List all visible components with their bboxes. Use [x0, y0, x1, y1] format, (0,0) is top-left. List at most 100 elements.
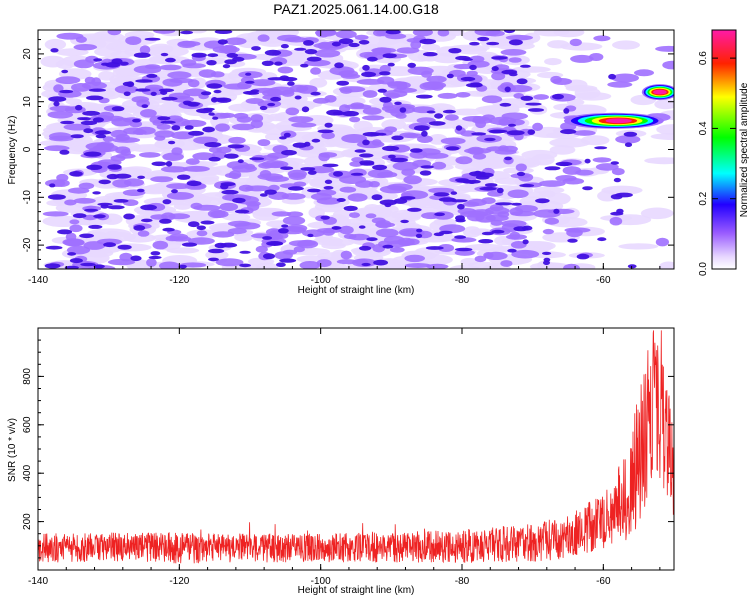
contour-blob: [419, 38, 437, 45]
contour-blob: [490, 219, 503, 226]
contour-blob: [367, 56, 378, 62]
contour-blob: [140, 109, 157, 118]
contour-blob: [457, 203, 465, 210]
contour-blob: [123, 213, 135, 220]
contour-blob: [395, 113, 407, 119]
contour-blob: [299, 261, 321, 269]
contour-blob: [531, 153, 555, 166]
contour-blob: [75, 36, 87, 43]
contour-blob: [483, 252, 494, 259]
contour-blob: [375, 228, 399, 238]
contour-blob: [59, 149, 70, 155]
contour-blob: [187, 103, 199, 107]
contour-blob: [533, 94, 549, 100]
contour-blob: [339, 225, 354, 235]
contour-blob: [463, 201, 480, 207]
contour-blob: [469, 64, 477, 71]
contour-blob: [215, 258, 244, 267]
contour-blob: [371, 139, 382, 146]
contour-blob: [359, 245, 372, 251]
contour-blob: [227, 228, 247, 235]
contour-blob: [592, 157, 612, 163]
contour-blob: [150, 214, 168, 220]
contour-blob: [57, 229, 73, 235]
contour-blob: [214, 30, 233, 34]
contour-blob: [88, 224, 103, 229]
contour-blob: [407, 62, 417, 68]
contour-blob: [354, 34, 369, 41]
contour-blob: [92, 191, 101, 195]
contour-blob: [594, 146, 608, 150]
contour-blob: [500, 260, 513, 267]
contour-blob: [543, 257, 551, 262]
contour-blob: [455, 125, 463, 131]
contour-blob: [520, 64, 531, 68]
contour-blob: [215, 123, 230, 132]
contour-blob: [507, 248, 517, 253]
contour-blob: [185, 158, 200, 165]
contour-blob: [84, 208, 99, 212]
contour-blob: [44, 263, 61, 269]
contour-blob: [500, 49, 527, 56]
contour-blob: [474, 30, 501, 36]
contour-blob: [478, 239, 494, 244]
contour-blob: [650, 133, 674, 140]
contour-blob: [245, 80, 255, 84]
contour-blob: [304, 49, 318, 55]
contour-blob: [627, 264, 637, 269]
contour-blob: [64, 199, 77, 206]
contour-blob: [202, 126, 215, 133]
bottom-x-tick-label: -80: [455, 576, 470, 587]
contour-blob: [566, 228, 583, 238]
top-axis-ticks: -140 -120 -100 -80 -60 20 10 0 -10 -20: [22, 29, 674, 286]
contour-blob: [159, 218, 172, 224]
contour-blob: [306, 56, 322, 62]
contour-blob: [70, 134, 84, 139]
contour-blob: [538, 180, 566, 187]
contour-blob: [338, 70, 359, 78]
contour-blob: [394, 101, 402, 106]
contour-blob: [83, 241, 106, 250]
contour-blob: [522, 239, 529, 245]
contour-blob: [624, 142, 633, 147]
contour-blob: [332, 111, 346, 116]
contour-blob: [188, 30, 207, 34]
contour-blob: [282, 216, 306, 226]
bottom-x-tick-label: -60: [596, 576, 611, 587]
contour-blob: [213, 89, 222, 94]
contour-blob: [125, 36, 142, 45]
contour-blob: [166, 192, 194, 200]
contour-blob: [162, 152, 184, 161]
contour-blob: [234, 209, 250, 214]
contour-blob: [135, 79, 153, 83]
contour-blob: [280, 44, 289, 49]
top-x-tick-label: -140: [28, 275, 48, 286]
contour-blob: [146, 258, 157, 267]
contour-blob: [504, 156, 512, 161]
contour-blob: [269, 57, 288, 66]
contour-blob: [597, 237, 607, 242]
contour-blob: [391, 135, 404, 141]
contour-blob: [368, 181, 380, 188]
contour-blob: [131, 96, 150, 103]
contour-blob: [362, 107, 382, 115]
contour-blob: [549, 137, 591, 148]
contour-blob: [481, 95, 503, 104]
contour-blob: [188, 221, 200, 228]
contour-blob: [219, 112, 235, 118]
contour-blob: [460, 76, 476, 82]
contour-blob: [281, 77, 298, 82]
bottom-y-axis-label: SNR (10 * v/v): [7, 418, 18, 482]
contour-blob: [609, 216, 623, 226]
contour-blob: [350, 172, 364, 176]
contour-blob: [162, 78, 183, 87]
contour-blob: [98, 179, 111, 185]
contour-blob: [270, 96, 282, 102]
contour-blob: [488, 116, 517, 125]
contour-blob: [608, 73, 616, 80]
contour-blob: [208, 156, 221, 162]
contour-blob: [179, 264, 187, 269]
contour-blob: [69, 224, 83, 233]
contour-blob: [286, 211, 304, 218]
contour-blob: [287, 186, 304, 191]
